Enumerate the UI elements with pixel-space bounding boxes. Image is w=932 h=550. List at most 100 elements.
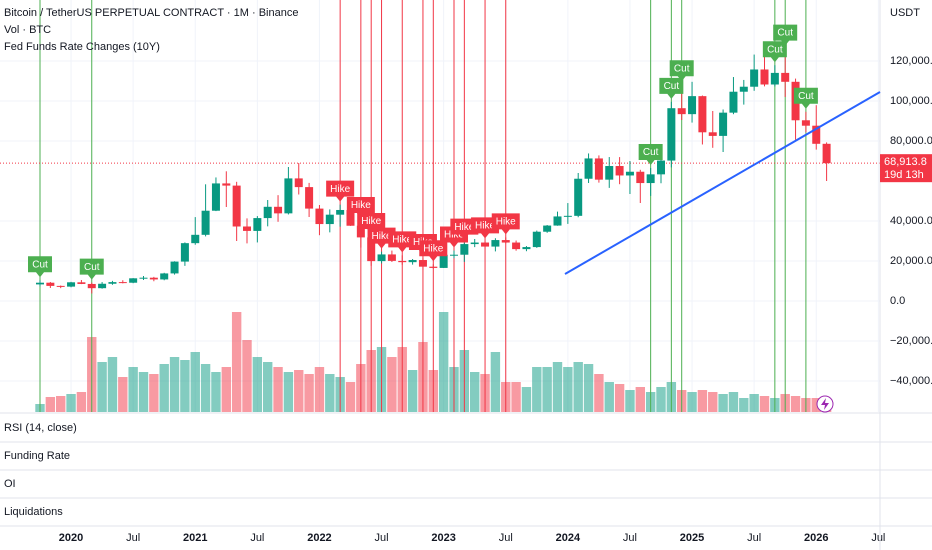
candle-body [170,261,179,274]
candle-body [325,214,334,225]
volume-bar [56,396,66,412]
volume-bar [242,340,252,412]
pane-label: OI [4,478,16,490]
candle-body [108,282,117,284]
candle-body [201,210,210,235]
candle-body [263,206,272,219]
candle-body [418,260,427,267]
candle-body [574,178,583,216]
event-label: Hike [361,216,381,227]
event-label: Cut [798,91,814,102]
candle-body [408,260,417,263]
event-marker [659,77,684,99]
candle-body [770,72,779,85]
candle-body [729,91,738,113]
chart-title: Bitcoin / TetherUS PERPETUAL CONTRACT · … [4,7,298,19]
volume-bar [811,398,821,412]
volume-bar [190,352,200,412]
event-marker [762,41,787,63]
candle-body [594,158,603,180]
event-label: Hike [372,231,392,242]
volume-bar [490,352,501,412]
event-label: Cut [777,28,793,39]
candle-body [191,234,200,244]
event-label: Hike [330,184,350,195]
volume-bar [438,312,449,412]
volume-bar [231,312,242,412]
x-tick-label: Jul [126,532,140,544]
candle-body [760,69,769,85]
candle-body [284,178,293,214]
event-label: Cut [32,259,48,270]
event-marker [491,213,520,235]
candle-body [315,208,324,225]
price-label: 68,913.8 [884,156,927,168]
volume-bar [625,390,635,412]
candle-body [77,282,86,284]
pane-label: Funding Rate [4,450,70,462]
trend-line [564,91,881,275]
volume-bar [552,362,563,412]
event-label: Hike [351,200,371,211]
candle-body [387,254,396,261]
candle-body [512,242,521,250]
candle-body [439,254,448,268]
candle-body [377,254,386,262]
x-tick-label: 2025 [680,532,704,544]
volume-bar [718,394,728,412]
candle-body [667,108,676,161]
candle-body [532,231,541,248]
x-tick-label: Jul [871,532,885,544]
candle-body [522,247,531,250]
pane-label: RSI (14, close) [4,422,77,434]
volume-bar [138,372,149,412]
volume-bar [697,390,708,412]
event-label: Cut [643,147,659,158]
candle-body [56,285,65,287]
candle-body [460,244,469,255]
candle-body [646,174,655,184]
x-tick-label: Jul [250,532,264,544]
candle-body [822,143,831,164]
candle-body [491,240,500,247]
volume-bar [128,367,138,412]
volume-bar [470,372,480,412]
volume-bar [573,362,583,412]
y-tick-label: 0.0 [890,295,905,307]
candle-body [501,240,510,243]
candle-body [708,132,717,136]
volume-bar [708,392,718,412]
y-tick-label: 20,000.0 [890,255,932,267]
candle-body [253,218,262,231]
candle-body [305,187,314,209]
event-marker [419,240,448,262]
volume-bar [635,387,645,412]
x-tick-label: 2026 [804,532,828,544]
volume-bar [294,370,304,412]
candle-body [677,108,686,115]
volume-bar [728,392,739,412]
candle-body [470,242,479,245]
candle-body [688,96,697,115]
candle-body [398,260,407,263]
candle-body [232,185,241,227]
event-label: Hike [423,243,443,254]
candle-body [87,283,96,289]
volume-bar [749,394,759,412]
alert-icon-bolt [821,398,829,410]
volume-bar [614,384,625,412]
y-tick-label: 120,000.0 [890,55,932,67]
y-tick-label: 80,000.0 [890,135,932,147]
candle-body [553,216,562,226]
candle-body [67,282,76,287]
candle-body [698,96,707,133]
candle-body [211,183,220,211]
volume-bar [325,374,335,412]
event-label: Hike [392,235,412,246]
candle-body [781,72,790,82]
x-tick-label: Jul [375,532,389,544]
volume-bar [200,364,211,412]
candle-body [346,209,355,226]
candle-body [336,209,345,215]
candle-body [180,243,189,262]
